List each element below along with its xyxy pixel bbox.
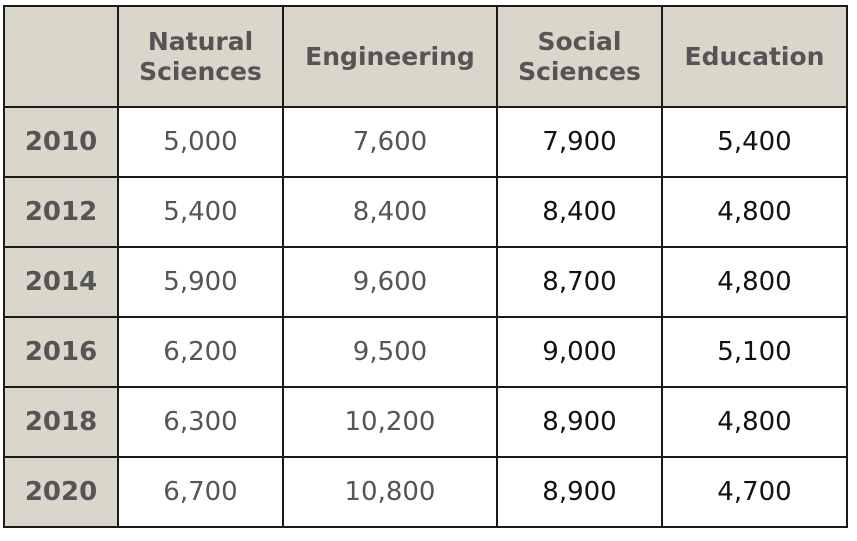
table-cell: 10,200 <box>282 386 498 458</box>
row-header-year: 2010 <box>3 106 119 178</box>
table-cell: 9,500 <box>282 316 498 388</box>
header-row: Natural Sciences Engineering Social Scie… <box>3 5 848 108</box>
column-header-line: Engineering <box>305 41 475 71</box>
row-header-year: 2012 <box>3 176 119 248</box>
column-header-line: Sciences <box>139 56 262 86</box>
column-header-line: Education <box>684 41 825 71</box>
row-header-year: 2014 <box>3 246 119 318</box>
column-header-engineering: Engineering <box>282 5 498 108</box>
table-cell: 4,800 <box>661 246 848 318</box>
table-row: 2014 5,900 9,600 8,700 4,800 <box>3 246 848 318</box>
row-header-year: 2020 <box>3 456 119 528</box>
table-row: 2020 6,700 10,800 8,900 4,700 <box>3 456 848 528</box>
table-row: 2018 6,300 10,200 8,900 4,800 <box>3 386 848 458</box>
table-cell: 7,600 <box>282 106 498 178</box>
table-cell: 8,700 <box>496 246 663 318</box>
table-cell: 5,400 <box>661 106 848 178</box>
table-row: 2010 5,000 7,600 7,900 5,400 <box>3 106 848 178</box>
table-cell: 5,900 <box>117 246 284 318</box>
table-cell: 7,900 <box>496 106 663 178</box>
table-cell: 9,600 <box>282 246 498 318</box>
table-cell: 6,700 <box>117 456 284 528</box>
data-table: Natural Sciences Engineering Social Scie… <box>3 5 848 528</box>
column-header-line: Natural <box>147 26 254 56</box>
table-cell: 4,800 <box>661 386 848 458</box>
column-header-natural-sciences: Natural Sciences <box>117 5 284 108</box>
table-container: Natural Sciences Engineering Social Scie… <box>3 5 848 528</box>
table-cell: 10,800 <box>282 456 498 528</box>
column-header-social-sciences: Social Sciences <box>496 5 663 108</box>
table-row: 2016 6,200 9,500 9,000 5,100 <box>3 316 848 388</box>
table-cell: 8,900 <box>496 456 663 528</box>
table-row: 2012 5,400 8,400 8,400 4,800 <box>3 176 848 248</box>
column-header-line: Social <box>537 26 622 56</box>
table-cell: 8,400 <box>496 176 663 248</box>
table-cell: 8,400 <box>282 176 498 248</box>
table-cell: 5,100 <box>661 316 848 388</box>
corner-cell <box>3 5 119 108</box>
table-cell: 6,200 <box>117 316 284 388</box>
table-cell: 6,300 <box>117 386 284 458</box>
row-header-year: 2016 <box>3 316 119 388</box>
table-cell: 9,000 <box>496 316 663 388</box>
row-header-year: 2018 <box>3 386 119 458</box>
table-cell: 5,000 <box>117 106 284 178</box>
table-cell: 8,900 <box>496 386 663 458</box>
table-cell: 4,700 <box>661 456 848 528</box>
column-header-line: Sciences <box>518 56 641 86</box>
table-cell: 5,400 <box>117 176 284 248</box>
column-header-education: Education <box>661 5 848 108</box>
table-cell: 4,800 <box>661 176 848 248</box>
